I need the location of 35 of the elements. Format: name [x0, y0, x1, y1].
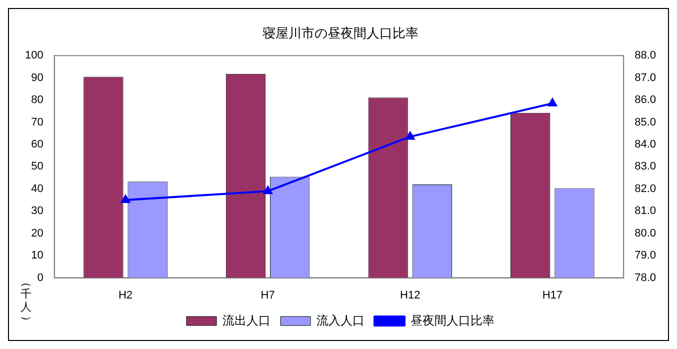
y2-tick-label: 78.0 — [634, 272, 656, 284]
y-tick-label: 20 — [31, 227, 44, 240]
y-tick-label: 80 — [31, 94, 44, 106]
y2-tick-label: 84.0 — [634, 138, 656, 151]
y-tick-label: 70 — [31, 116, 44, 128]
x-tick-label: H2 — [118, 289, 133, 302]
y2-tick-label: 80.0 — [634, 227, 656, 240]
y2-tick-label: 88.0 — [634, 50, 656, 62]
x-tick-label: H17 — [542, 289, 563, 302]
point — [263, 186, 272, 194]
y2-tick-label: 82.0 — [634, 182, 656, 195]
y-tick-label: 30 — [31, 205, 44, 218]
legend-label: 流出人口 — [222, 313, 270, 328]
y-axis-title: （千人） — [20, 276, 34, 326]
y2-tick-label: 83.0 — [634, 160, 656, 173]
y-tick-label: 100 — [24, 50, 44, 62]
legend-label: 流入人口 — [316, 313, 364, 328]
y-tick-label: 10 — [31, 250, 44, 262]
point — [406, 132, 415, 140]
y-tick-label: 60 — [31, 138, 44, 151]
y2-tick-label: 86.0 — [634, 94, 656, 106]
y-tick-label: 50 — [31, 160, 44, 173]
chart-title: 寝屋川市の昼夜間人口比率 — [262, 25, 418, 40]
y2-tick-label: 79.0 — [634, 250, 656, 262]
y2-tick-label: 87.0 — [634, 72, 656, 84]
x-tick-label: H12 — [400, 289, 420, 302]
y-tick-label: 90 — [31, 72, 44, 84]
y-tick-label: 40 — [31, 182, 44, 195]
legend-label: 昼夜間人口比率 — [410, 313, 494, 328]
point — [548, 98, 557, 106]
point — [121, 195, 130, 204]
x-tick-label: H7 — [260, 289, 275, 302]
y2-tick-label: 81.0 — [634, 205, 656, 218]
y2-tick-label: 85.0 — [634, 116, 656, 128]
y-tick-label: 0 — [37, 272, 44, 284]
